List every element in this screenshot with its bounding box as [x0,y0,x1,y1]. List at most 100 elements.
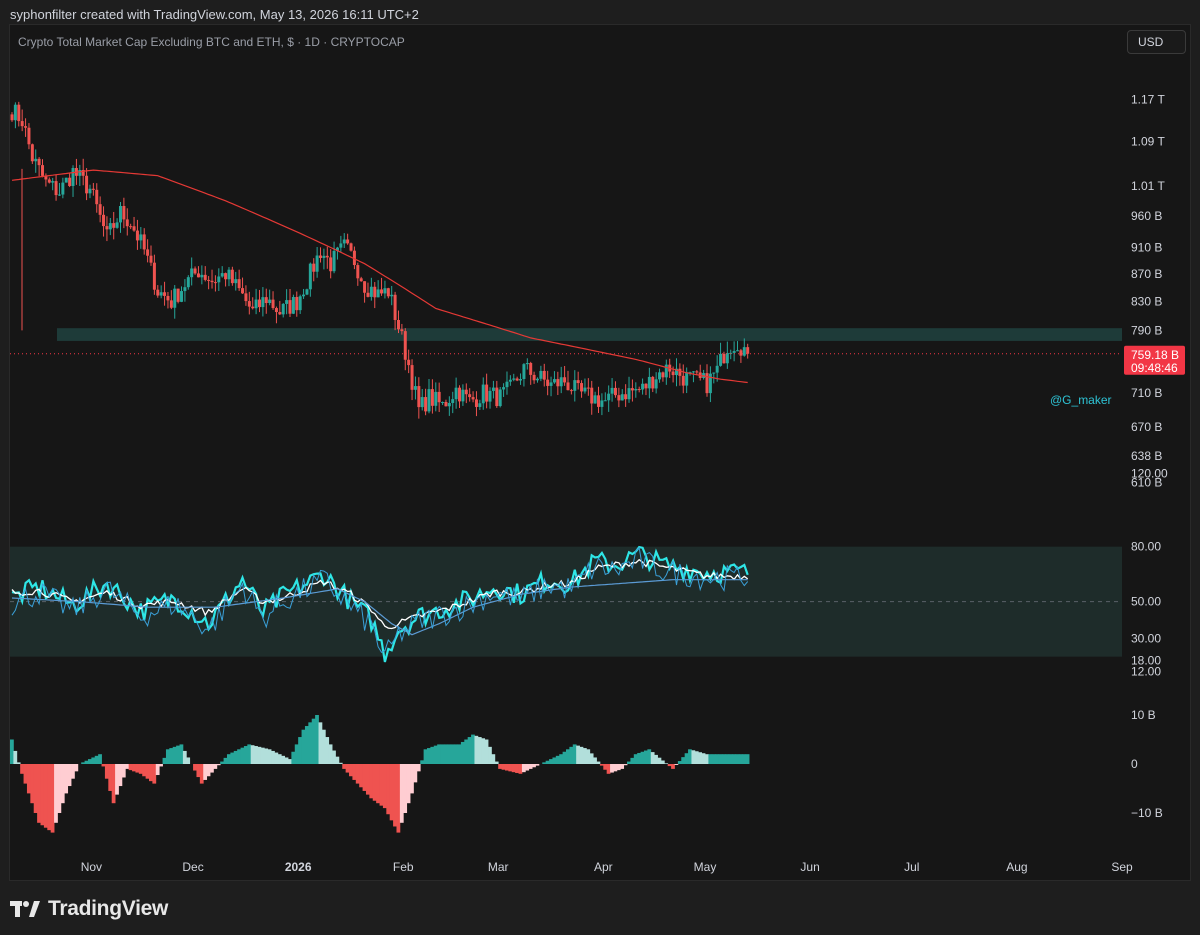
candle-body [322,255,326,258]
histogram-bar [535,764,540,766]
histogram-bar [152,764,157,784]
histogram-bar [643,750,648,764]
histogram-bar [660,760,665,764]
candle-body [488,390,492,402]
histogram-bar [210,764,214,773]
candle-body [417,386,421,408]
histogram-bar [37,764,41,823]
histogram-bar [457,744,462,764]
candle-body [129,226,133,228]
candle-body [593,395,597,404]
candle-body [546,379,550,386]
candle-body [254,299,258,309]
candle-body [407,359,411,366]
histogram-bar [274,752,279,764]
candle-body [563,377,567,383]
histogram-bar [450,744,455,764]
candle-body [396,319,400,330]
candle-body [196,273,200,278]
histogram-bar [508,764,513,772]
histogram-bar [691,750,696,764]
histogram-bar [318,722,323,764]
candle-body [715,365,719,373]
candle-body [437,391,441,403]
histogram-bar [488,746,492,764]
histogram-group [10,715,750,833]
candle-body [118,205,122,223]
chart-header: syphonfilter created with TradingView.co… [0,0,1200,24]
histogram-bar [362,764,367,791]
histogram-bar [291,751,296,764]
histogram-bar [216,764,221,766]
candle-body [13,104,17,121]
price-axis-tick-label: 638 B [1131,449,1162,463]
candle-body [617,395,621,401]
histogram-bar [267,749,272,764]
candle-body [420,397,424,408]
histogram-bar [342,764,347,769]
candle-body [597,395,601,407]
candle-body [671,371,675,376]
candle-body [681,375,685,386]
candle-body [346,239,350,244]
histogram-bar [677,761,682,764]
histogram-bar [708,754,713,764]
candle-body [41,165,45,176]
candle-body [227,269,231,280]
candle-body [403,331,407,360]
candle-body [349,243,353,251]
histogram-bar [213,764,218,769]
candle-body [34,158,38,162]
candle-body [695,371,699,373]
histogram-bar [667,764,672,767]
histogram-bar [484,739,489,764]
histogram-bar [555,755,560,764]
histogram-bar [308,722,313,764]
currency-button[interactable]: USD [1127,30,1186,54]
price-axis-tick-label: 1.01 T [1131,179,1165,193]
candle-body [305,289,309,295]
histogram-bar [132,764,136,772]
candle-body [173,288,177,308]
histogram-bar [606,764,611,774]
candle-body [244,293,248,302]
time-axis-tick-label: Apr [594,860,613,874]
histogram-bar [413,764,418,783]
histogram-bar [525,764,530,771]
candle-body [410,365,414,390]
candle-body [51,181,55,183]
histogram-bar [155,764,160,776]
chart-panel[interactable] [9,24,1191,881]
histogram-bar [420,760,425,764]
histogram-bar [491,754,496,764]
candle-body [444,401,448,407]
candle-body [54,181,58,196]
price-axis-tick-label: 1.17 T [1131,93,1165,107]
candle-body [281,303,285,315]
histogram-bar [87,759,92,764]
histogram-bar [359,764,363,788]
histogram-bar [335,756,340,764]
histogram-bar [572,744,577,764]
candle-body [312,263,316,272]
candle-body [495,387,499,407]
histogram-bar [20,764,24,774]
histogram-bar [532,764,536,768]
candle-body [139,234,143,241]
candle-body [586,387,590,389]
time-axis-tick-label: Nov [81,860,102,874]
candle-body [471,397,475,400]
histogram-bar [94,755,99,764]
candle-body [461,389,465,402]
histogram-bar [40,764,45,826]
candle-body [519,378,523,381]
candle-body [529,363,533,375]
candle-body [390,294,394,297]
histogram-bar [138,764,143,774]
candle-body [522,364,526,379]
histogram-bar [54,764,58,823]
candle-body [413,386,417,390]
histogram-bar [30,764,35,804]
candle-body [366,292,370,297]
